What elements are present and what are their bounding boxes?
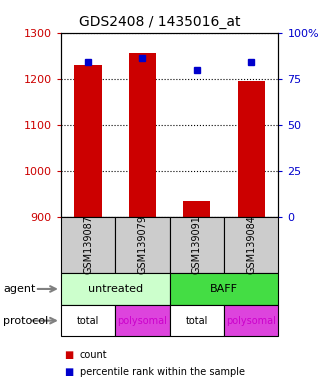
Text: GDS2408 / 1435016_at: GDS2408 / 1435016_at bbox=[79, 15, 241, 29]
Text: polysomal: polysomal bbox=[226, 316, 276, 326]
Text: GSM139084: GSM139084 bbox=[246, 215, 256, 274]
Text: count: count bbox=[80, 350, 108, 360]
Text: polysomal: polysomal bbox=[117, 316, 167, 326]
Text: BAFF: BAFF bbox=[210, 284, 238, 294]
Bar bbox=[129, 53, 156, 217]
Bar bbox=[75, 65, 102, 217]
Text: total: total bbox=[77, 316, 99, 326]
Text: untreated: untreated bbox=[88, 284, 143, 294]
Text: GSM139091: GSM139091 bbox=[192, 215, 202, 274]
Bar bbox=[237, 81, 265, 217]
Text: ■: ■ bbox=[64, 367, 73, 377]
Text: GSM139079: GSM139079 bbox=[137, 215, 148, 274]
Text: GSM139087: GSM139087 bbox=[83, 215, 93, 274]
Text: agent: agent bbox=[3, 284, 36, 294]
Text: ■: ■ bbox=[64, 350, 73, 360]
Text: total: total bbox=[186, 316, 208, 326]
Text: percentile rank within the sample: percentile rank within the sample bbox=[80, 367, 245, 377]
Bar bbox=[183, 201, 211, 217]
Text: protocol: protocol bbox=[3, 316, 48, 326]
